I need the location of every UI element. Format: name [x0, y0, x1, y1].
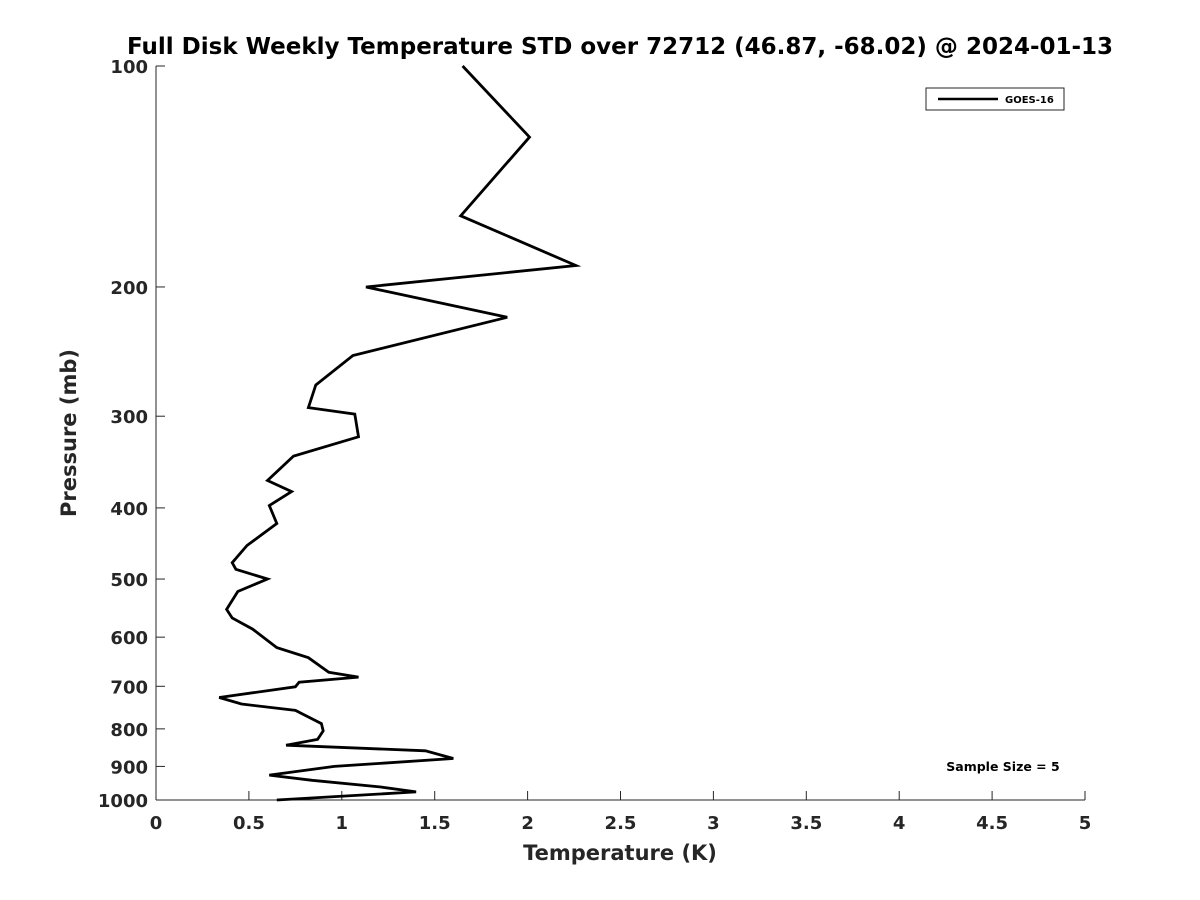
- x-axis-label: Temperature (K): [523, 841, 717, 865]
- y-tick-label: 100: [110, 57, 148, 78]
- x-tick-label: 0.5: [233, 813, 265, 834]
- y-tick-label: 200: [110, 278, 148, 299]
- y-tick-label: 300: [110, 407, 148, 428]
- legend-label-goes-16: GOES-16: [1005, 95, 1054, 106]
- x-tick-label: 5: [1079, 813, 1092, 834]
- plot-axes: [155, 66, 1085, 801]
- y-tick-label: 800: [110, 720, 148, 741]
- series-line-goes-16: [218, 65, 582, 802]
- x-tick-label: 2: [521, 813, 534, 834]
- x-tick-label: 0: [150, 813, 163, 834]
- chart-title: Full Disk Weekly Temperature STD over 72…: [127, 34, 1113, 60]
- y-tick-label: 1000: [98, 791, 148, 812]
- x-tick-label: 1: [336, 813, 349, 834]
- x-tick-label: 3: [707, 813, 720, 834]
- x-tick-label: 4: [893, 813, 906, 834]
- y-tick-label: 600: [110, 628, 148, 649]
- y-tick-label: 500: [110, 570, 148, 591]
- x-tick-label: 1.5: [419, 813, 451, 834]
- x-tick-label: 2.5: [605, 813, 637, 834]
- y-tick-label: 900: [110, 757, 148, 778]
- x-tick-label: 3.5: [790, 813, 822, 834]
- y-tick-label: 700: [110, 677, 148, 698]
- x-axis-ticks: 0 0.5 1 1.5 2 2.5 3 3.5 4 4.5 5: [150, 791, 1092, 834]
- y-axis-label: Pressure (mb): [57, 349, 81, 517]
- x-tick-label: 4.5: [976, 813, 1008, 834]
- series-group: [218, 65, 582, 802]
- legend: GOES-16: [925, 87, 1065, 111]
- y-axis-ticks: 100 200 300 400 500 600 700 800 900 1000: [98, 57, 165, 812]
- sample-size-annotation: Sample Size = 5: [946, 759, 1059, 774]
- y-tick-label: 400: [110, 499, 148, 520]
